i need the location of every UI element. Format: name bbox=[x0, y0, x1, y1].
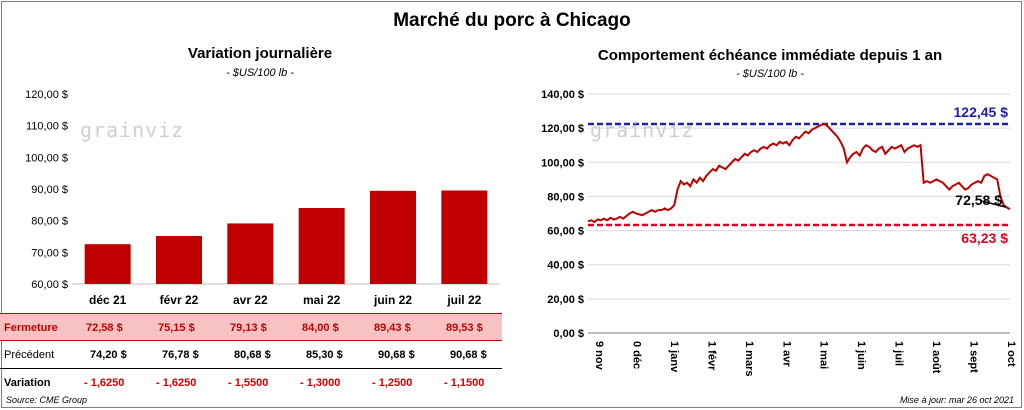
line-chart-subtitle: - $US/100 lb - bbox=[736, 68, 804, 80]
y-tick-label: 80,00 $ bbox=[31, 216, 68, 228]
variation-cell: - 1,1500 bbox=[444, 377, 485, 389]
bar bbox=[156, 236, 202, 284]
y-tick-label: 140,00 $ bbox=[541, 89, 584, 101]
variation-row: Variation - 1,6250 - 1,6250 - 1,5500 - 1… bbox=[0, 368, 502, 396]
bar bbox=[84, 244, 131, 284]
precedent-cell: 90,68 $ bbox=[450, 349, 487, 361]
line-chart-title: Comportement échéance immédiate depuis 1… bbox=[597, 47, 943, 64]
max-label: 122,45 $ bbox=[954, 104, 1009, 120]
variation-cell: - 1,5500 bbox=[228, 377, 269, 389]
y-tick-label: 100,00 $ bbox=[25, 152, 68, 164]
x-tick-label: 0 déc bbox=[630, 341, 642, 369]
x-tick-label: 1 mai bbox=[818, 341, 830, 369]
precedent-cell: 80,68 $ bbox=[234, 349, 271, 361]
bar-chart-subtitle: - $US/100 lb - bbox=[226, 67, 294, 79]
variation-cell: - 1,6250 bbox=[156, 377, 197, 389]
y-tick-label: 120,00 $ bbox=[541, 123, 584, 135]
last-value-pointer bbox=[981, 200, 1007, 208]
bar-chart-title: Variation journalière bbox=[187, 45, 333, 62]
fermeture-cell: 84,00 $ bbox=[302, 322, 339, 334]
y-tick-label: 60,00 $ bbox=[547, 226, 584, 238]
x-tick-label: 1 avr bbox=[780, 341, 792, 367]
precedent-cell: 90,68 $ bbox=[378, 349, 415, 361]
x-tick-label: 1 mars bbox=[743, 341, 755, 376]
y-tick-label: 40,00 $ bbox=[547, 260, 584, 272]
x-tick-label: juil 22 bbox=[446, 293, 481, 307]
y-tick-label: 110,00 $ bbox=[26, 121, 68, 133]
y-tick-label: 100,00 $ bbox=[541, 157, 584, 169]
y-tick-label: 0,00 $ bbox=[553, 328, 584, 340]
x-tick-label: 1 févr bbox=[705, 341, 717, 371]
line-chart: 0,00 $ 20,00 $ 40,00 $ 60,00 $ 80,00 $ 100,00… bbox=[541, 89, 1017, 376]
fermeture-label: Fermeture bbox=[4, 322, 58, 334]
x-tick-label: avr 22 bbox=[233, 293, 268, 307]
fermeture-cell: 75,15 $ bbox=[158, 322, 195, 334]
precedent-label: Précédent bbox=[4, 349, 55, 361]
variation-label: Variation bbox=[4, 377, 51, 389]
bar bbox=[441, 190, 488, 284]
fermeture-cell: 72,58 $ bbox=[86, 322, 123, 334]
variation-cell: - 1,6250 bbox=[84, 377, 125, 389]
x-tick-label: mai 22 bbox=[303, 293, 341, 307]
last-value-label: 72,58 $ bbox=[955, 192, 1002, 208]
y-tick-label: 120,00 $ bbox=[25, 89, 68, 101]
x-tick-label: 9 nov bbox=[593, 341, 605, 371]
fermeture-cell: 79,13 $ bbox=[230, 322, 267, 334]
bar bbox=[298, 208, 345, 284]
source-note: Source: CME Group bbox=[6, 395, 88, 405]
x-tick-label: 1 oct bbox=[1005, 341, 1017, 367]
min-label: 63,23 $ bbox=[961, 230, 1008, 246]
fermeture-cell: 89,43 $ bbox=[374, 322, 411, 334]
watermark-left: grainviz bbox=[80, 118, 185, 142]
x-tick-label: 1 janv bbox=[668, 341, 680, 373]
y-tick-label: 60,00 $ bbox=[31, 279, 68, 291]
precedent-cell: 74,20 $ bbox=[90, 349, 127, 361]
x-tick-label: juin 22 bbox=[373, 293, 412, 307]
y-tick-label: 80,00 $ bbox=[547, 191, 584, 203]
variation-cell: - 1,2500 bbox=[372, 377, 413, 389]
x-tick-label: 1 juil bbox=[893, 341, 905, 366]
x-tick-label: 1 sept bbox=[968, 341, 980, 373]
fermeture-cell: 89,53 $ bbox=[446, 322, 483, 334]
watermark-right: grainviz bbox=[590, 118, 695, 142]
precedent-cell: 85,30 $ bbox=[306, 349, 343, 361]
x-tick-label: févr 22 bbox=[160, 293, 199, 307]
bar-chart: 60,00 $ 70,00 $ 80,00 $ 90,00 $ 100,00 $ 110,… bbox=[25, 89, 500, 307]
y-tick-label: 90,00 $ bbox=[31, 184, 68, 196]
bar bbox=[370, 190, 416, 284]
x-tick-label: 1 août bbox=[930, 341, 942, 374]
update-note: Mise à jour: mar 26 oct 2021 bbox=[899, 395, 1014, 405]
series-line bbox=[587, 122, 1011, 224]
fermeture-row: Fermeture 72,58 $ 75,15 $ 79,13 $ 84,00 … bbox=[0, 313, 502, 341]
variation-cell: - 1,3000 bbox=[300, 377, 341, 389]
bar bbox=[227, 223, 274, 284]
main-title: Marché du porc à Chicago bbox=[393, 10, 631, 31]
precedent-row: Précédent 74,20 $ 76,78 $ 80,68 $ 85,30 … bbox=[0, 341, 502, 369]
y-tick-label: 20,00 $ bbox=[547, 294, 584, 306]
x-tick-label: déc 21 bbox=[89, 293, 127, 307]
x-tick-label: 1 juin bbox=[855, 341, 867, 370]
y-tick-label: 70,00 $ bbox=[31, 247, 68, 259]
precedent-cell: 76,78 $ bbox=[162, 349, 199, 361]
